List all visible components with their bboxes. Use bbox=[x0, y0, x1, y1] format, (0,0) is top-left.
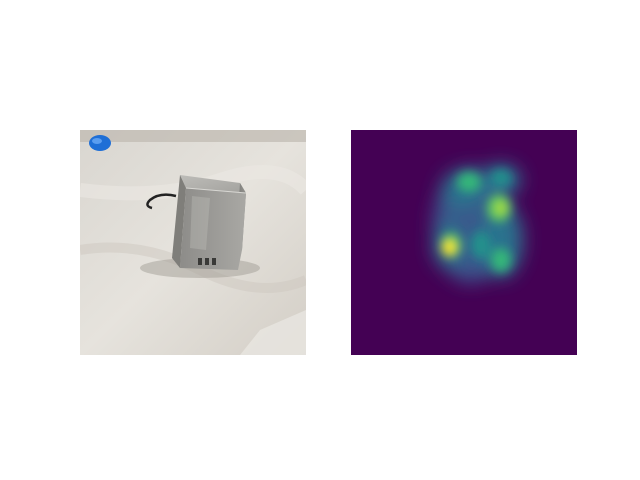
heatmap-panel bbox=[351, 130, 577, 355]
attention-heatmap bbox=[351, 130, 577, 355]
blue-object bbox=[89, 135, 111, 151]
device-photo bbox=[80, 130, 306, 355]
photo-panel bbox=[80, 130, 306, 355]
metal-device bbox=[140, 175, 260, 278]
power-cable bbox=[146, 193, 177, 210]
